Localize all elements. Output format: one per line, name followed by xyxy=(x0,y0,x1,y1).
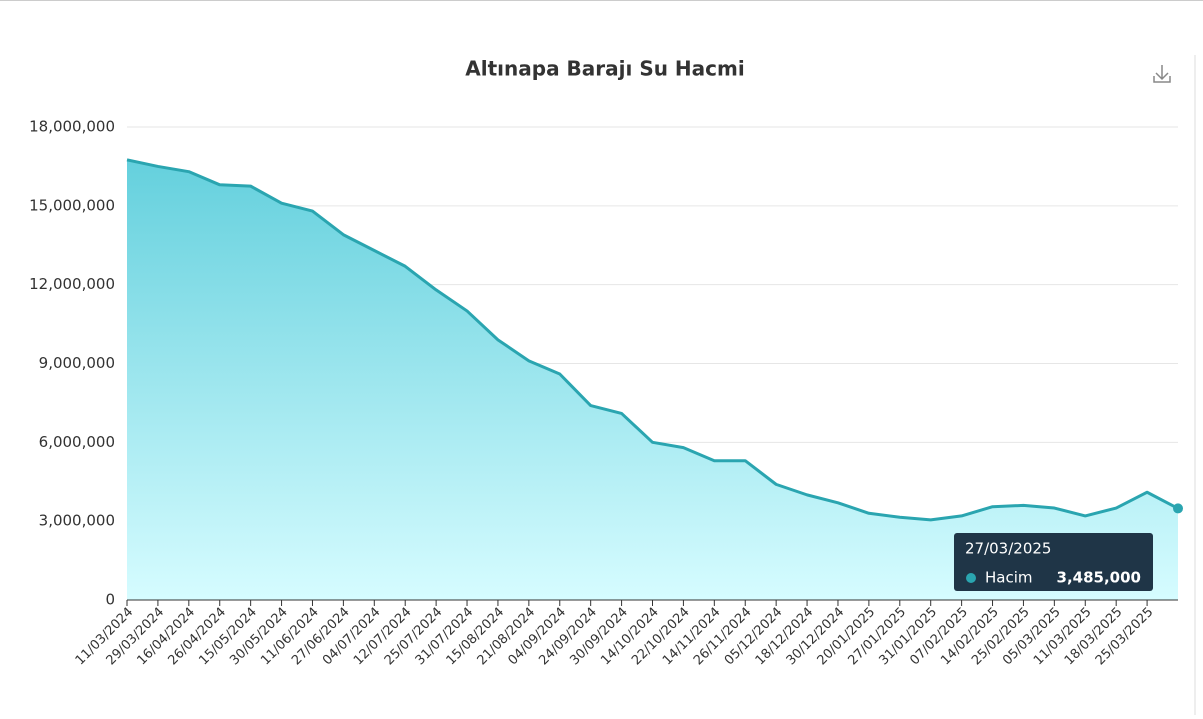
y-tick-label: 3,000,000 xyxy=(39,512,115,530)
download-glyph[interactable] xyxy=(1153,65,1171,83)
tooltip-series: Hacim xyxy=(985,569,1033,587)
tooltip-title: 27/03/2025 xyxy=(965,540,1051,558)
point xyxy=(1173,503,1183,514)
y-tick-label: 18,000,000 xyxy=(29,118,115,136)
y-tick-label: 9,000,000 xyxy=(39,354,115,372)
tooltip-box xyxy=(954,533,1153,591)
y-tick-label: 15,000,000 xyxy=(29,196,115,214)
tooltip-dot xyxy=(966,573,976,583)
line xyxy=(126,158,1179,522)
area-fill xyxy=(127,159,1178,600)
y-tick-label: 12,000,000 xyxy=(29,275,115,293)
chart-title: Altınapa Barajı Su Hacmi xyxy=(465,57,744,81)
y-tick-label: 0 xyxy=(105,591,115,609)
tooltip: 27/03/2025 Hacim 3,485,000 xyxy=(954,533,1153,591)
download-icon[interactable] xyxy=(1153,65,1171,83)
tooltip-value: 3,485,000 xyxy=(1057,569,1141,587)
y-tick-label: 6,000,000 xyxy=(39,433,115,451)
